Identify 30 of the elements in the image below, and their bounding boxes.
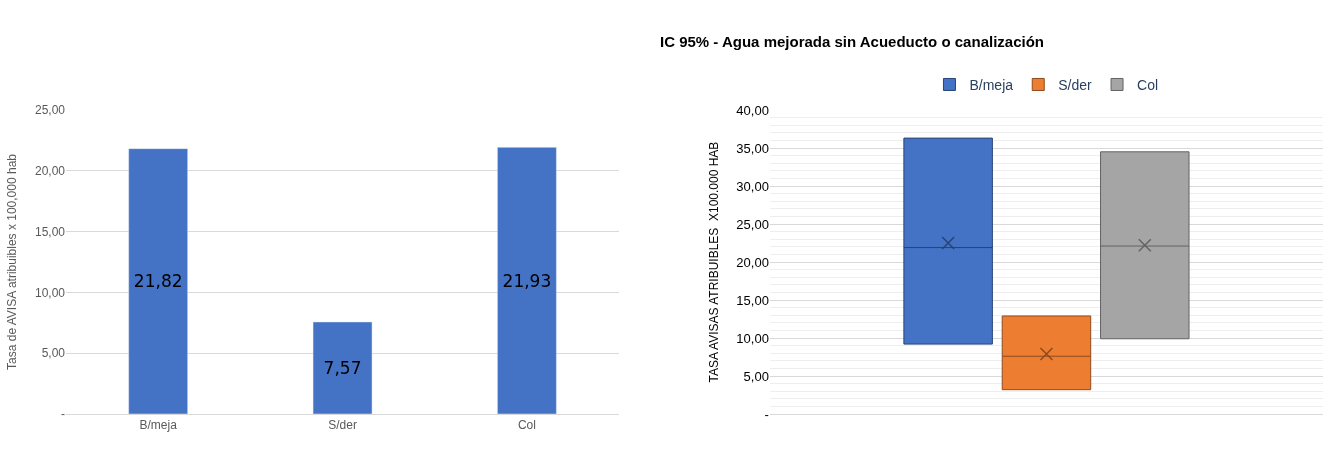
x-tick-label: S/der (328, 418, 357, 433)
bar (128, 148, 188, 414)
y-tick-label: 10,00 (34, 285, 66, 300)
y-tick-label: 35,00 (736, 140, 769, 156)
y-tick-label: 5,00 (743, 368, 769, 384)
y-tick-label: 10,00 (736, 330, 769, 346)
y-tick-label: 20,00 (34, 164, 66, 178)
y-axis-title: TASA AVISAS ATRIBUIBLES X100.000 HAB (706, 141, 721, 383)
y-tick-label: 15,00 (34, 224, 66, 239)
y-tick-label: - (764, 406, 769, 422)
y-tick-label: - (61, 407, 65, 422)
legend-label: Col (1137, 76, 1159, 93)
y-tick-label: 15,00 (736, 292, 769, 308)
legend-label: S/der (1058, 76, 1093, 93)
x-tick-label: Col (517, 418, 536, 433)
chart-title: IC 95% - Agua mejorada sin Acueducto o canalización (660, 33, 1044, 50)
y-tick-label: 20,00 (736, 254, 769, 270)
y-tick-label: 25,00 (736, 216, 769, 232)
bar (312, 321, 373, 414)
y-tick-label: 30,00 (736, 178, 769, 194)
bar (497, 147, 557, 414)
y-tick-label: 25,00 (34, 103, 66, 118)
text: 21,93 (502, 270, 552, 291)
legend-label: B/meja (969, 76, 1014, 93)
text: 21,82 (133, 271, 183, 292)
text: 7,57 (323, 357, 362, 378)
y-axis-title: Tasa de AVISA atribuibles x 100,000 hab (5, 153, 20, 370)
y-tick-label: 40,00 (736, 102, 769, 118)
y-tick-label: 5,00 (41, 346, 66, 361)
x-tick-label: B/meja (139, 418, 178, 433)
